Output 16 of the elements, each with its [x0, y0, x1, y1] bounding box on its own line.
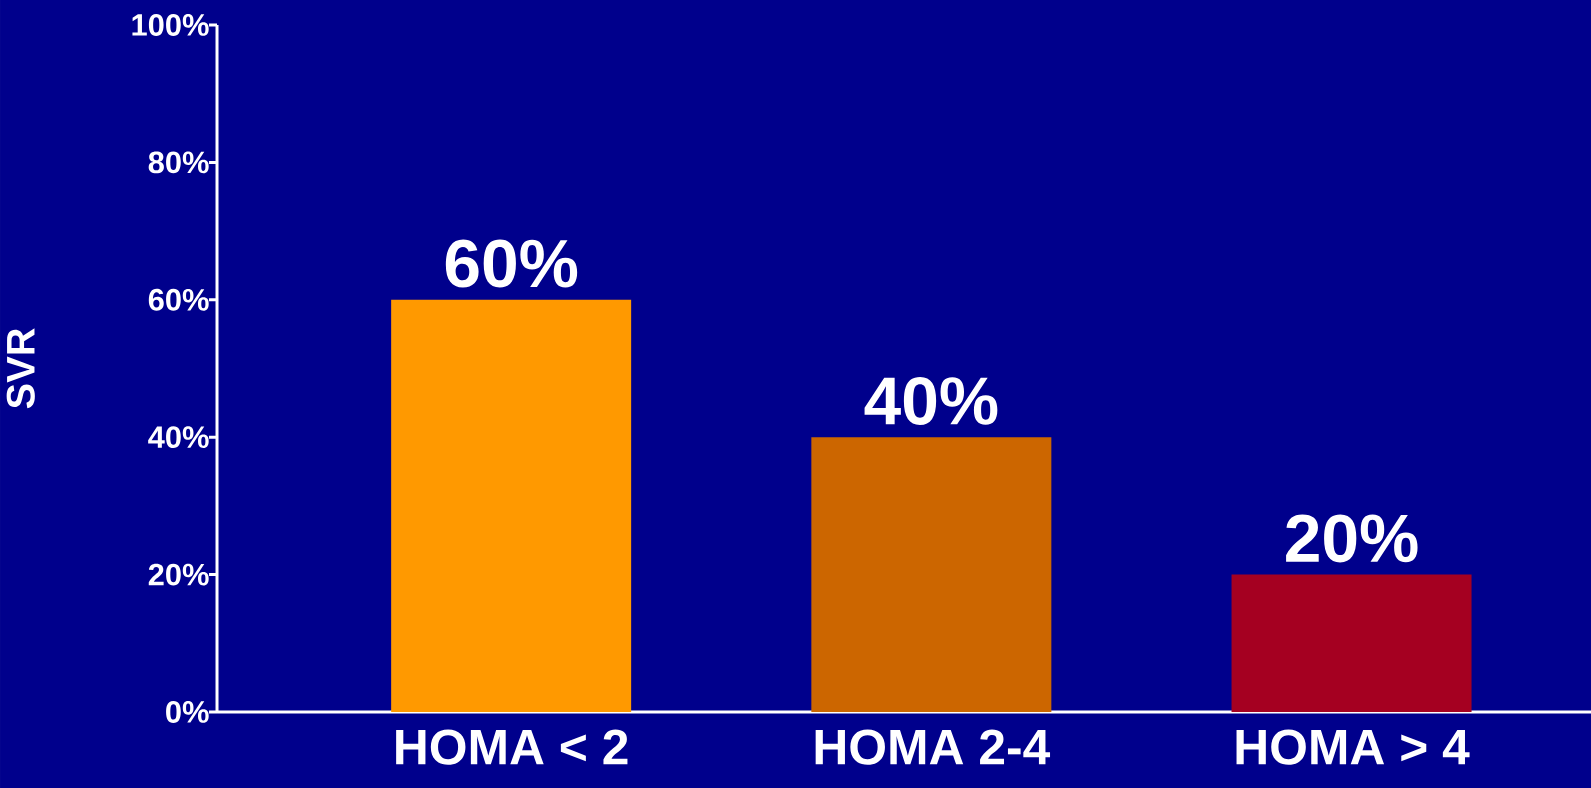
- bar: [1231, 574, 1472, 712]
- x-tick-label: HOMA 2-4: [815, 729, 1051, 765]
- data-label: 20%: [1286, 514, 1418, 563]
- bar: [391, 299, 632, 712]
- y-tick-label: 60%: [148, 288, 209, 311]
- y-tick-label: 40%: [148, 426, 209, 449]
- y-axis-title: SVR: [6, 328, 35, 409]
- y-tick-label: 20%: [148, 563, 209, 586]
- y-tick-label: 0%: [166, 701, 209, 723]
- data-label: 60%: [445, 239, 578, 288]
- x-tick-label: HOMA < 2: [396, 729, 628, 765]
- y-tick-label: 100%: [132, 14, 209, 36]
- x-tick-label: HOMA > 4: [1236, 729, 1470, 765]
- data-label: 40%: [864, 377, 998, 425]
- y-tick-label: 80%: [148, 151, 209, 174]
- bar: [811, 437, 1052, 712]
